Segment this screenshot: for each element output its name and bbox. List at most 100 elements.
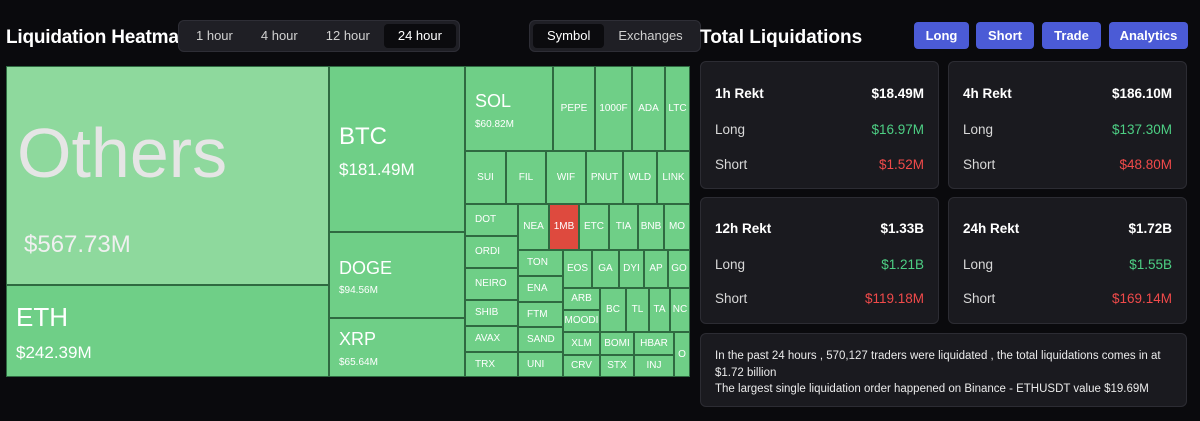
cell-symbol: ORDI	[475, 246, 500, 257]
rekt-card-12h: 12h Rekt $1.33B Long $1.21B Short $119.18M	[700, 197, 939, 324]
tab-24-hour[interactable]: 24 hour	[383, 24, 456, 48]
treemap-cell[interactable]: UNI	[518, 352, 563, 377]
cell-symbol: INJ	[646, 360, 662, 371]
cell-symbol: WIF	[556, 171, 576, 183]
treemap-cell[interactable]: ARB	[563, 288, 600, 310]
short-label: Short	[963, 291, 996, 306]
treemap-cell[interactable]: LINK	[657, 151, 690, 204]
treemap-cell-btc[interactable]: BTC $181.49M	[329, 66, 465, 232]
treemap-cell[interactable]: SUI	[465, 151, 506, 204]
treemap-cell[interactable]: EOS	[563, 250, 592, 288]
long-amount: $16.97M	[871, 122, 924, 137]
treemap-cell[interactable]: NEIRO	[465, 268, 518, 300]
treemap-cell[interactable]: NC	[670, 288, 690, 332]
cell-value: $567.73M	[24, 231, 131, 258]
cell-symbol: TA	[653, 304, 666, 315]
cell-symbol: ETC	[584, 221, 604, 232]
treemap-cell[interactable]: ORDI	[465, 236, 518, 268]
treemap-cell[interactable]: TA	[649, 288, 670, 332]
tab-exchanges[interactable]: Exchanges	[618, 28, 683, 43]
treemap-cell[interactable]: BNB	[638, 204, 664, 250]
treemap-cell[interactable]: 1MB	[549, 204, 579, 250]
treemap-cell[interactable]: SHIB	[465, 300, 518, 326]
treemap-cell[interactable]: MO	[664, 204, 690, 250]
tab-symbol[interactable]: Symbol	[533, 24, 605, 48]
treemap-cell[interactable]: WIF	[546, 151, 586, 204]
treemap-cell[interactable]: FTM	[518, 302, 563, 327]
treemap-cell[interactable]: ETC	[579, 204, 609, 250]
treemap-cell[interactable]: MOODI	[563, 310, 600, 332]
rekt-card-1h: 1h Rekt $18.49M Long $16.97M Short $1.52M	[700, 61, 939, 189]
cell-symbol: TIA	[615, 221, 632, 232]
treemap-cell[interactable]: BOMI	[600, 332, 634, 355]
cell-symbol: O	[678, 348, 686, 360]
view-mode-tabs: Symbol Exchanges	[529, 20, 701, 52]
treemap-cell[interactable]: INJ	[634, 355, 674, 377]
liquidation-summary: In the past 24 hours , 570,127 traders w…	[700, 333, 1187, 407]
card-title: 1h Rekt	[715, 86, 764, 101]
cell-symbol: ADA	[638, 102, 659, 114]
treemap-cell[interactable]: HBAR	[634, 332, 674, 355]
cell-symbol: HBAR	[640, 337, 668, 349]
cell-symbol: FIL	[518, 171, 534, 183]
treemap-cell-sol[interactable]: SOL $60.82M	[465, 66, 553, 151]
treemap-cell[interactable]: DYI	[619, 250, 644, 288]
cell-symbol: 1MB	[553, 221, 575, 232]
treemap-cell[interactable]: LTC	[665, 66, 690, 151]
cell-symbol: GA	[598, 263, 613, 274]
cell-symbol: STX	[607, 360, 627, 371]
treemap-cell[interactable]: CRV	[563, 355, 600, 377]
trade-button[interactable]: Trade	[1042, 22, 1101, 49]
treemap-cell-doge[interactable]: DOGE $94.56M	[329, 232, 465, 318]
treemap-cell[interactable]: XLM	[563, 332, 600, 355]
treemap-cell[interactable]: ENA	[518, 276, 563, 302]
treemap-cell[interactable]: AVAX	[465, 326, 518, 352]
cell-symbol: BOMI	[604, 337, 630, 349]
summary-line-2: The largest single liquidation order hap…	[715, 383, 1149, 395]
tab-4-hour[interactable]: 4 hour	[260, 28, 298, 43]
short-amount: $169.14M	[1111, 291, 1172, 306]
treemap-cell[interactable]: 1000F	[595, 66, 632, 151]
treemap-cell[interactable]: STX	[600, 355, 634, 377]
long-amount: $1.21B	[881, 257, 924, 272]
treemap-cell[interactable]: BC	[600, 288, 626, 332]
treemap-cell-others[interactable]: Others $567.73M	[6, 66, 329, 285]
treemap-cell[interactable]: AP	[644, 250, 668, 288]
treemap-cell[interactable]: SAND	[518, 327, 563, 352]
treemap-cell-eth[interactable]: ETH $242.39M	[6, 285, 329, 377]
treemap-cell[interactable]: TRX	[465, 352, 518, 377]
tab-1-hour[interactable]: 1 hour	[196, 28, 233, 43]
treemap-cell[interactable]: ADA	[632, 66, 665, 151]
long-button[interactable]: Long	[914, 22, 969, 49]
cell-symbol: BC	[606, 304, 620, 315]
tab-12-hour[interactable]: 12 hour	[325, 28, 370, 43]
rekt-card-4h: 4h Rekt $186.10M Long $137.30M Short $48.80…	[948, 61, 1187, 189]
long-amount: $137.30M	[1111, 122, 1172, 137]
cell-value: $181.49M	[339, 160, 415, 179]
treemap-cell[interactable]: PNUT	[586, 151, 623, 204]
cell-symbol: MOODI	[564, 315, 599, 326]
treemap-cell[interactable]: TL	[626, 288, 649, 332]
treemap-cell[interactable]: FIL	[506, 151, 546, 204]
total-liquidations-title: Total Liquidations	[700, 27, 863, 48]
cell-symbol: LINK	[662, 171, 685, 183]
treemap-cell[interactable]: WLD	[623, 151, 657, 204]
treemap-cell[interactable]: TON	[518, 250, 563, 276]
treemap-cell[interactable]: DOT	[465, 204, 518, 236]
analytics-button[interactable]: Analytics	[1109, 22, 1188, 49]
treemap-cell[interactable]: GA	[592, 250, 619, 288]
treemap-cell[interactable]: GO	[668, 250, 690, 288]
treemap-cell[interactable]: NEA	[518, 204, 549, 250]
treemap-cell[interactable]: O	[674, 332, 690, 377]
treemap-cell[interactable]: PEPE	[553, 66, 595, 151]
treemap-cell-xrp[interactable]: XRP $65.64M	[329, 318, 465, 377]
cell-symbol: NC	[672, 304, 688, 315]
treemap-cell[interactable]: TIA	[609, 204, 638, 250]
short-amount: $48.80M	[1119, 157, 1172, 172]
cell-symbol: XLM	[571, 337, 592, 349]
card-title: 24h Rekt	[963, 221, 1020, 236]
cell-symbol: SAND	[527, 333, 555, 345]
short-button[interactable]: Short	[976, 22, 1034, 49]
long-label: Long	[715, 122, 746, 137]
cell-symbol: AVAX	[475, 333, 501, 344]
